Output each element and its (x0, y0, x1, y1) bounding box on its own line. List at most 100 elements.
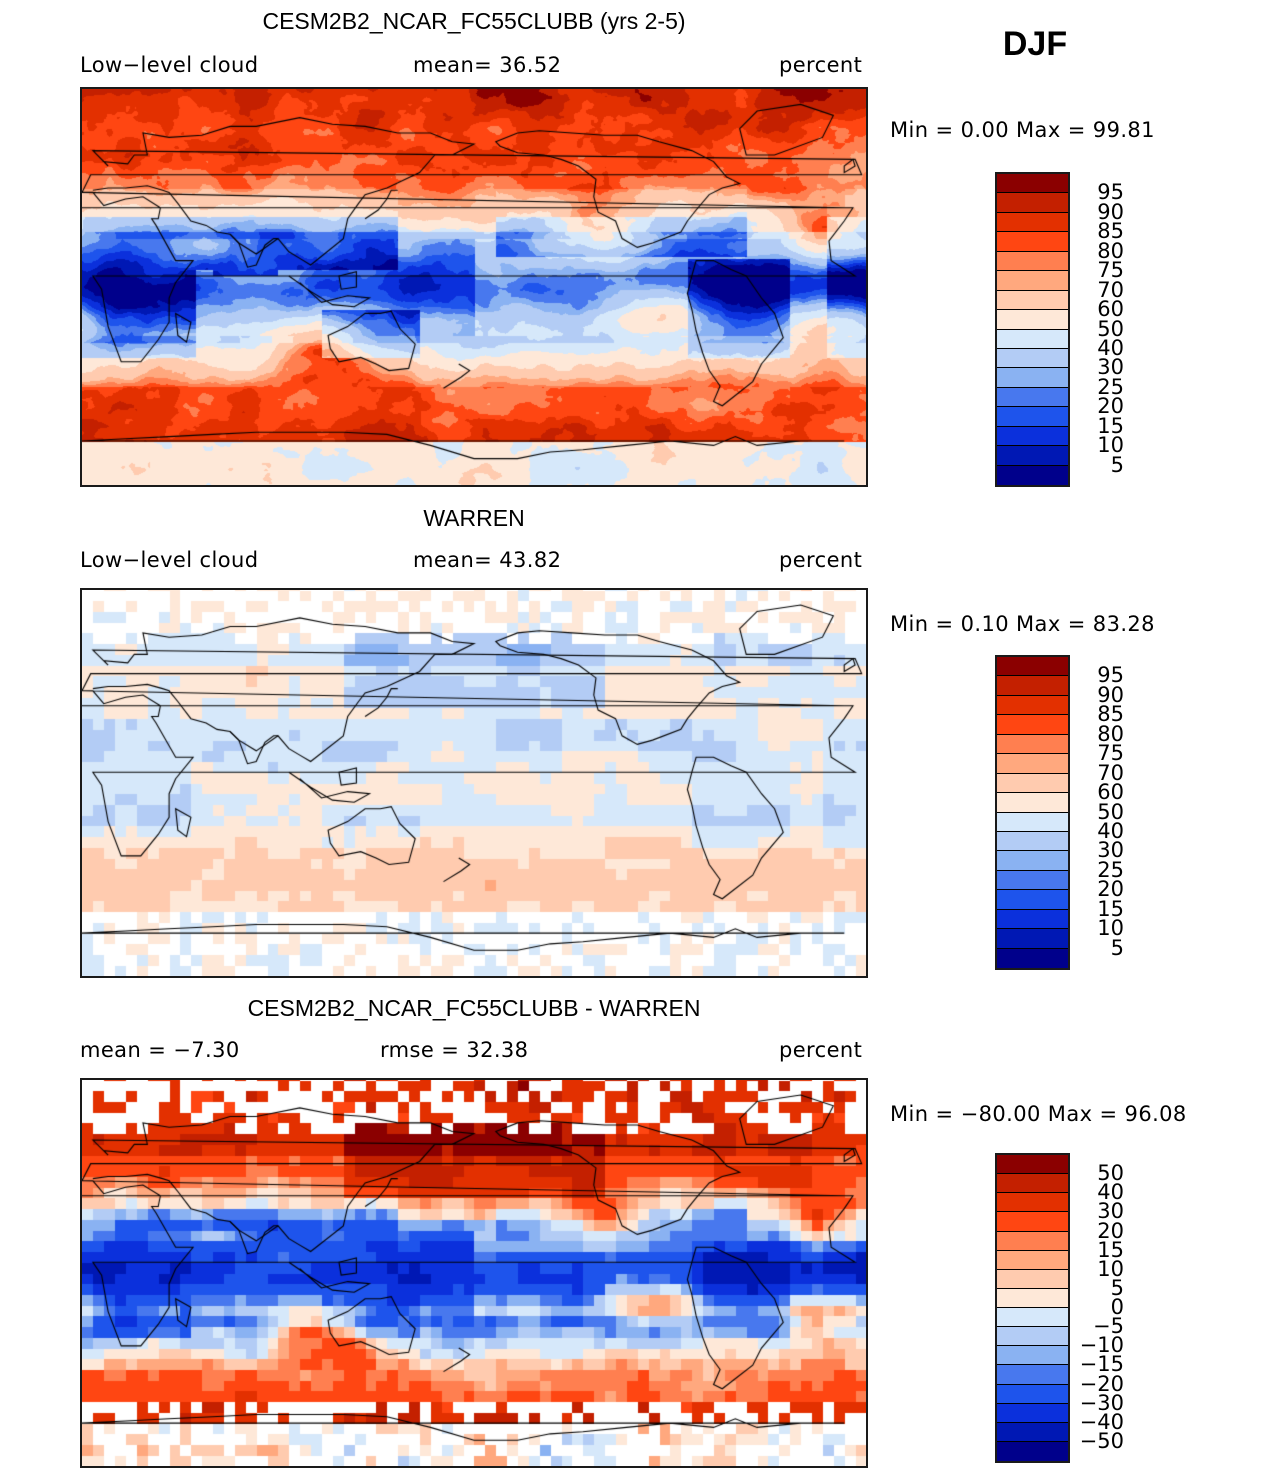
colorbar-band (997, 271, 1068, 291)
colorbar-band (997, 890, 1068, 910)
colorbar-band (997, 1212, 1068, 1232)
model-minmax: Min = 0.00 Max = 99.81 (890, 118, 1155, 142)
colorbar-band (997, 754, 1068, 774)
colorbar-tick-label: 50 (1097, 799, 1124, 824)
difference-colorbar (995, 1153, 1070, 1463)
model-colorbar (995, 172, 1070, 487)
colorbar-band (997, 831, 1068, 852)
colorbar-band (997, 929, 1068, 949)
model-right-label: percent (779, 53, 863, 77)
colorbar-tick-label: 30 (1097, 838, 1124, 863)
difference-right-label: percent (779, 1038, 863, 1062)
colorbar-band (997, 1441, 1068, 1461)
model-center-label: mean= 36.52 (413, 53, 562, 77)
colorbar-tick-label: 70 (1097, 760, 1124, 785)
colorbar-band (997, 1193, 1068, 1213)
colorbar-tick-label: 15 (1097, 413, 1124, 438)
colorbar-tick-label: 25 (1097, 374, 1124, 399)
colorbar-band (997, 426, 1068, 447)
colorbar-tick-label: 10 (1097, 433, 1124, 458)
colorbar-band (997, 1365, 1068, 1385)
obs-map (80, 588, 868, 978)
colorbar-tick-label: 60 (1097, 297, 1124, 322)
colorbar-tick-label: 0 (1110, 1295, 1124, 1319)
obs-title: WARREN (423, 505, 525, 531)
obs-minmax: Min = 0.10 Max = 83.28 (890, 612, 1155, 636)
colorbar-tick-label: 10 (1097, 916, 1124, 941)
colorbar-band (997, 909, 1068, 930)
colorbar-band (997, 734, 1068, 755)
colorbar-band (997, 1174, 1068, 1194)
colorbar-band (997, 290, 1068, 311)
colorbar-band (997, 251, 1068, 272)
colorbar-band (997, 387, 1068, 408)
colorbar-tick-label: 10 (1097, 1256, 1124, 1281)
colorbar-band (997, 1308, 1068, 1328)
difference-title: CESM2B2_NCAR_FC55CLUBB - WARREN (247, 995, 701, 1021)
colorbar-band (997, 212, 1068, 233)
obs-map-canvas (82, 590, 866, 976)
colorbar-tick-label: 50 (1097, 1161, 1124, 1186)
model-map-canvas (82, 89, 866, 485)
colorbar-tick-label: 40 (1097, 818, 1124, 843)
colorbar-tick-label: 85 (1097, 702, 1124, 727)
model-title: CESM2B2_NCAR_FC55CLUBB (yrs 2-5) (262, 8, 686, 34)
colorbar-band (997, 348, 1068, 369)
colorbar-band (997, 695, 1068, 716)
colorbar-band (997, 310, 1068, 330)
colorbar-band (997, 368, 1068, 388)
colorbar-band (997, 1231, 1068, 1251)
colorbar-tick-label: 95 (1097, 663, 1124, 688)
colorbar-tick-label: 80 (1097, 238, 1124, 263)
colorbar-band (997, 1346, 1068, 1366)
obs-left-label: Low−level cloud (80, 548, 259, 572)
colorbar-tick-label: 40 (1097, 1180, 1124, 1205)
colorbar-tick-label: 60 (1097, 780, 1124, 805)
colorbar-tick-label: −40 (1079, 1409, 1124, 1434)
colorbar-band (997, 1327, 1068, 1347)
obs-center-label: mean= 43.82 (413, 548, 562, 572)
colorbar-band (997, 793, 1068, 813)
colorbar-band (997, 193, 1068, 213)
colorbar-band (997, 174, 1068, 194)
colorbar-tick-label: 70 (1097, 277, 1124, 302)
colorbar-tick-label: −10 (1079, 1333, 1124, 1358)
colorbar-tick-label: 75 (1097, 741, 1124, 766)
model-left-label: Low−level cloud (80, 53, 259, 77)
colorbar-tick-label: −15 (1079, 1352, 1124, 1377)
colorbar-band (997, 407, 1068, 427)
colorbar-band (997, 446, 1068, 466)
model-map (80, 87, 868, 487)
colorbar-tick-label: 15 (1097, 896, 1124, 921)
colorbar-band (997, 1250, 1068, 1270)
colorbar-band (997, 1422, 1068, 1442)
colorbar-tick-label: 25 (1097, 857, 1124, 882)
colorbar-band (997, 465, 1068, 485)
colorbar-band (997, 232, 1068, 252)
colorbar-band (997, 1155, 1068, 1175)
colorbar-band (997, 329, 1068, 349)
colorbar-tick-label: 5 (1110, 1275, 1124, 1300)
colorbar-tick-label: 50 (1097, 316, 1124, 341)
colorbar-tick-label: 20 (1097, 1218, 1124, 1243)
colorbar-tick-label: 20 (1097, 394, 1124, 419)
colorbar-tick-label: 5 (1110, 452, 1124, 477)
colorbar-tick-label: −20 (1079, 1371, 1124, 1396)
colorbar-band (997, 948, 1068, 968)
colorbar-tick-label: 20 (1097, 877, 1124, 902)
colorbar-tick-label: 30 (1097, 355, 1124, 380)
colorbar-band (997, 676, 1068, 696)
colorbar-tick-label: 5 (1110, 935, 1124, 960)
colorbar-tick-label: −50 (1079, 1428, 1124, 1453)
season-label: DJF (1002, 25, 1068, 63)
colorbar-band (997, 870, 1068, 891)
colorbar-band (997, 1403, 1068, 1423)
colorbar-band (997, 1384, 1068, 1404)
colorbar-band (997, 1288, 1068, 1308)
colorbar-band (997, 851, 1068, 871)
difference-minmax: Min = −80.00 Max = 96.08 (890, 1102, 1187, 1126)
colorbar-band (997, 715, 1068, 735)
colorbar-tick-label: 30 (1097, 1199, 1124, 1224)
colorbar-tick-label: 95 (1097, 180, 1124, 205)
colorbar-tick-label: 90 (1097, 199, 1124, 224)
